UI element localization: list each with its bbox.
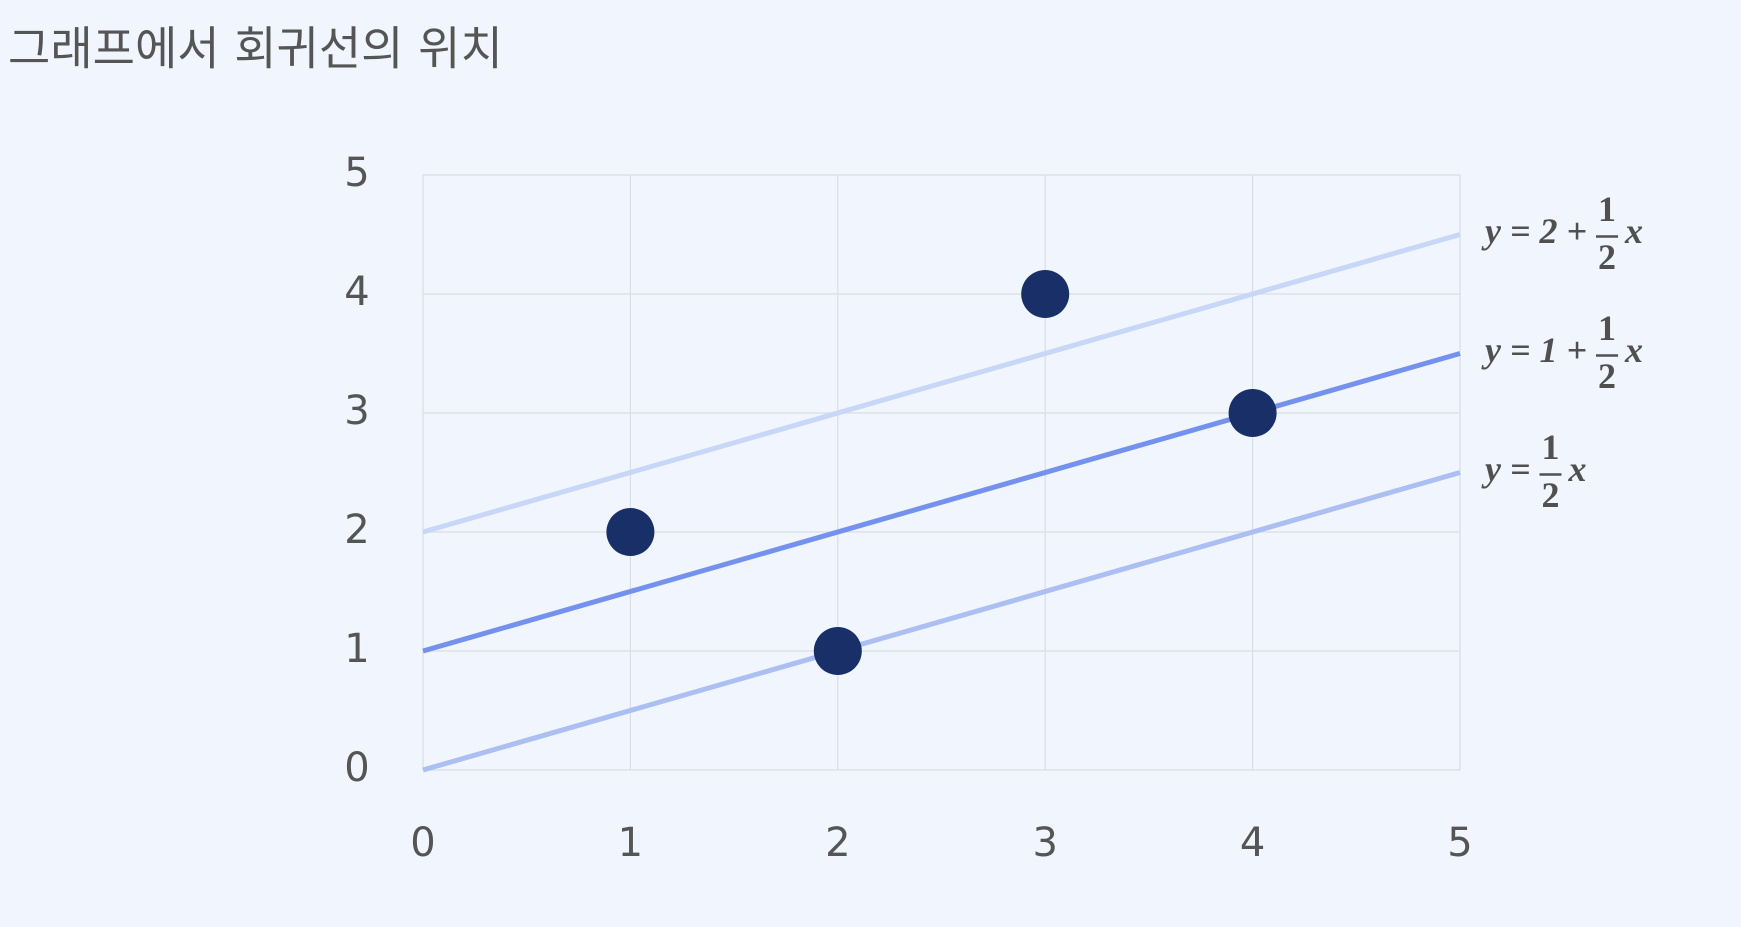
data-point	[1021, 270, 1070, 318]
data-point	[813, 627, 862, 675]
regression-line	[422, 470, 1461, 773]
y-tick-label: 0	[344, 745, 369, 791]
equation-prefix: y = 2 +	[1481, 211, 1587, 251]
x-tick-label: 4	[1240, 820, 1265, 866]
data-point	[1228, 389, 1277, 437]
y-tick-label: 1	[344, 626, 369, 672]
x-tick-label: 2	[825, 820, 850, 866]
equation-prefix: y = 1 +	[1481, 330, 1587, 370]
x-tick-label: 5	[1447, 820, 1472, 866]
x-tick-label: 0	[410, 820, 435, 866]
y-tick-label: 2	[344, 507, 369, 553]
x-tick-label: 1	[618, 820, 643, 866]
equation-numerator: 1	[1598, 189, 1616, 229]
regression-line	[422, 232, 1461, 535]
equation-suffix: x	[1624, 330, 1643, 370]
equation-denominator: 2	[1598, 237, 1616, 277]
y-tick-label: 3	[344, 388, 369, 434]
y-tick-label: 5	[344, 150, 369, 196]
regression-line	[422, 351, 1461, 654]
equation-numerator: 1	[1598, 308, 1616, 348]
data-point	[606, 508, 655, 556]
equation-suffix: x	[1568, 449, 1587, 489]
equation-denominator: 2	[1542, 475, 1560, 515]
x-tick-label: 3	[1032, 820, 1057, 866]
y-tick-label: 4	[344, 269, 369, 315]
equation-suffix: x	[1624, 211, 1643, 251]
chart-title: 그래프에서 회귀선의 위치	[8, 22, 503, 76]
equation-prefix: y =	[1481, 449, 1531, 489]
equation-denominator: 2	[1598, 356, 1616, 396]
equation-numerator: 1	[1542, 427, 1560, 467]
